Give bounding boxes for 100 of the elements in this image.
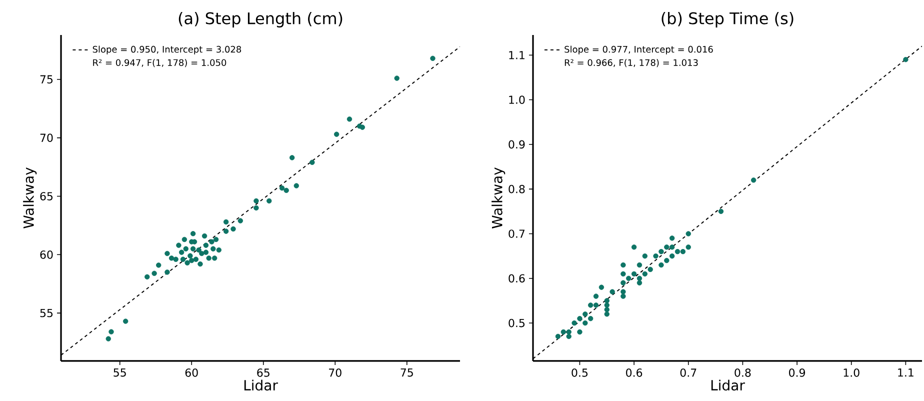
point bbox=[577, 316, 582, 322]
point bbox=[173, 256, 178, 262]
point bbox=[680, 248, 686, 254]
point bbox=[206, 256, 212, 261]
x-tick-label: 0.5 bbox=[572, 368, 588, 377]
point bbox=[669, 244, 675, 250]
point bbox=[209, 239, 214, 244]
point bbox=[294, 183, 299, 188]
point bbox=[203, 242, 209, 248]
point bbox=[636, 280, 642, 286]
point bbox=[193, 256, 199, 262]
point bbox=[686, 244, 691, 250]
point bbox=[156, 262, 162, 268]
point bbox=[620, 262, 626, 268]
point bbox=[653, 253, 658, 259]
point bbox=[254, 205, 259, 211]
point bbox=[334, 132, 340, 137]
point bbox=[202, 233, 208, 239]
point bbox=[604, 307, 610, 312]
point bbox=[566, 329, 572, 335]
point bbox=[588, 316, 594, 322]
point bbox=[203, 250, 209, 255]
point bbox=[230, 226, 236, 232]
point bbox=[184, 260, 190, 266]
point bbox=[430, 56, 436, 61]
point bbox=[620, 271, 626, 277]
legend-label: Slope = 0.977, Intercept = 0.016 bbox=[564, 46, 713, 54]
y-axis-title: Walkway bbox=[492, 167, 506, 228]
point bbox=[593, 302, 599, 308]
y-tick-label: 0.5 bbox=[508, 318, 525, 328]
point bbox=[199, 250, 204, 256]
annotation: R² = 0.947, F(1, 178) = 1.050 bbox=[93, 59, 226, 68]
point bbox=[266, 198, 272, 204]
y-tick-label: 0.8 bbox=[508, 184, 525, 194]
point bbox=[658, 248, 664, 254]
point bbox=[178, 250, 184, 255]
point bbox=[238, 218, 244, 224]
point bbox=[648, 266, 653, 272]
point bbox=[566, 334, 572, 340]
point bbox=[631, 271, 637, 277]
x-tick-label: 0.8 bbox=[734, 368, 751, 377]
x-tick-label: 60 bbox=[185, 368, 198, 377]
x-axis-title: Lidar bbox=[711, 380, 745, 391]
point bbox=[346, 116, 352, 122]
point bbox=[642, 253, 648, 259]
point bbox=[106, 336, 111, 342]
point bbox=[176, 242, 182, 248]
point bbox=[144, 274, 150, 280]
point bbox=[216, 247, 222, 253]
point bbox=[182, 236, 188, 242]
point bbox=[669, 253, 675, 259]
x-axis-title: Lidar bbox=[244, 380, 278, 391]
x-tick-label: 65 bbox=[257, 368, 270, 377]
point bbox=[212, 256, 218, 261]
x-tick-label: 0.7 bbox=[680, 368, 696, 377]
point bbox=[903, 56, 908, 62]
point bbox=[190, 231, 196, 236]
point bbox=[593, 294, 599, 299]
point bbox=[560, 329, 566, 335]
point bbox=[198, 261, 203, 267]
chart-title: (b) Step Time (s) bbox=[662, 12, 794, 28]
y-axis-title: Walkway bbox=[23, 167, 37, 228]
point bbox=[223, 228, 229, 234]
point bbox=[604, 302, 610, 308]
y-tick-label: 55 bbox=[40, 308, 53, 318]
point bbox=[604, 298, 610, 304]
point bbox=[610, 289, 615, 294]
point bbox=[664, 258, 670, 264]
point bbox=[577, 329, 582, 335]
point bbox=[122, 318, 128, 324]
y-tick-label: 70 bbox=[40, 134, 53, 142]
x-tick-label: 70 bbox=[329, 368, 342, 377]
x-tick-label: 1.1 bbox=[898, 368, 914, 377]
point bbox=[582, 311, 588, 317]
point bbox=[310, 160, 315, 165]
y-tick-label: 0.6 bbox=[508, 274, 525, 283]
point bbox=[196, 247, 202, 253]
point bbox=[213, 236, 219, 242]
x-tick-label: 0.6 bbox=[626, 368, 642, 377]
point bbox=[189, 258, 194, 264]
point bbox=[631, 244, 637, 250]
chart-title: (a) Step Length (cm) bbox=[178, 12, 342, 28]
point bbox=[289, 155, 295, 160]
point bbox=[394, 76, 400, 81]
y-tick-label: 65 bbox=[40, 192, 53, 200]
point bbox=[180, 256, 186, 262]
point bbox=[626, 276, 632, 281]
point bbox=[572, 320, 577, 326]
point bbox=[620, 289, 626, 294]
y-tick-label: 0.9 bbox=[508, 140, 525, 149]
point bbox=[152, 270, 157, 276]
point bbox=[223, 219, 229, 225]
legend-label: Slope = 0.950, Intercept = 3.028 bbox=[92, 46, 242, 54]
point bbox=[284, 188, 289, 193]
y-tick-label: 75 bbox=[40, 75, 53, 84]
point bbox=[164, 250, 170, 256]
x-tick-label: 1.0 bbox=[844, 368, 860, 377]
y-tick-label: 0.7 bbox=[508, 230, 525, 238]
y-tick-label: 1.0 bbox=[509, 96, 525, 104]
point bbox=[664, 244, 670, 250]
